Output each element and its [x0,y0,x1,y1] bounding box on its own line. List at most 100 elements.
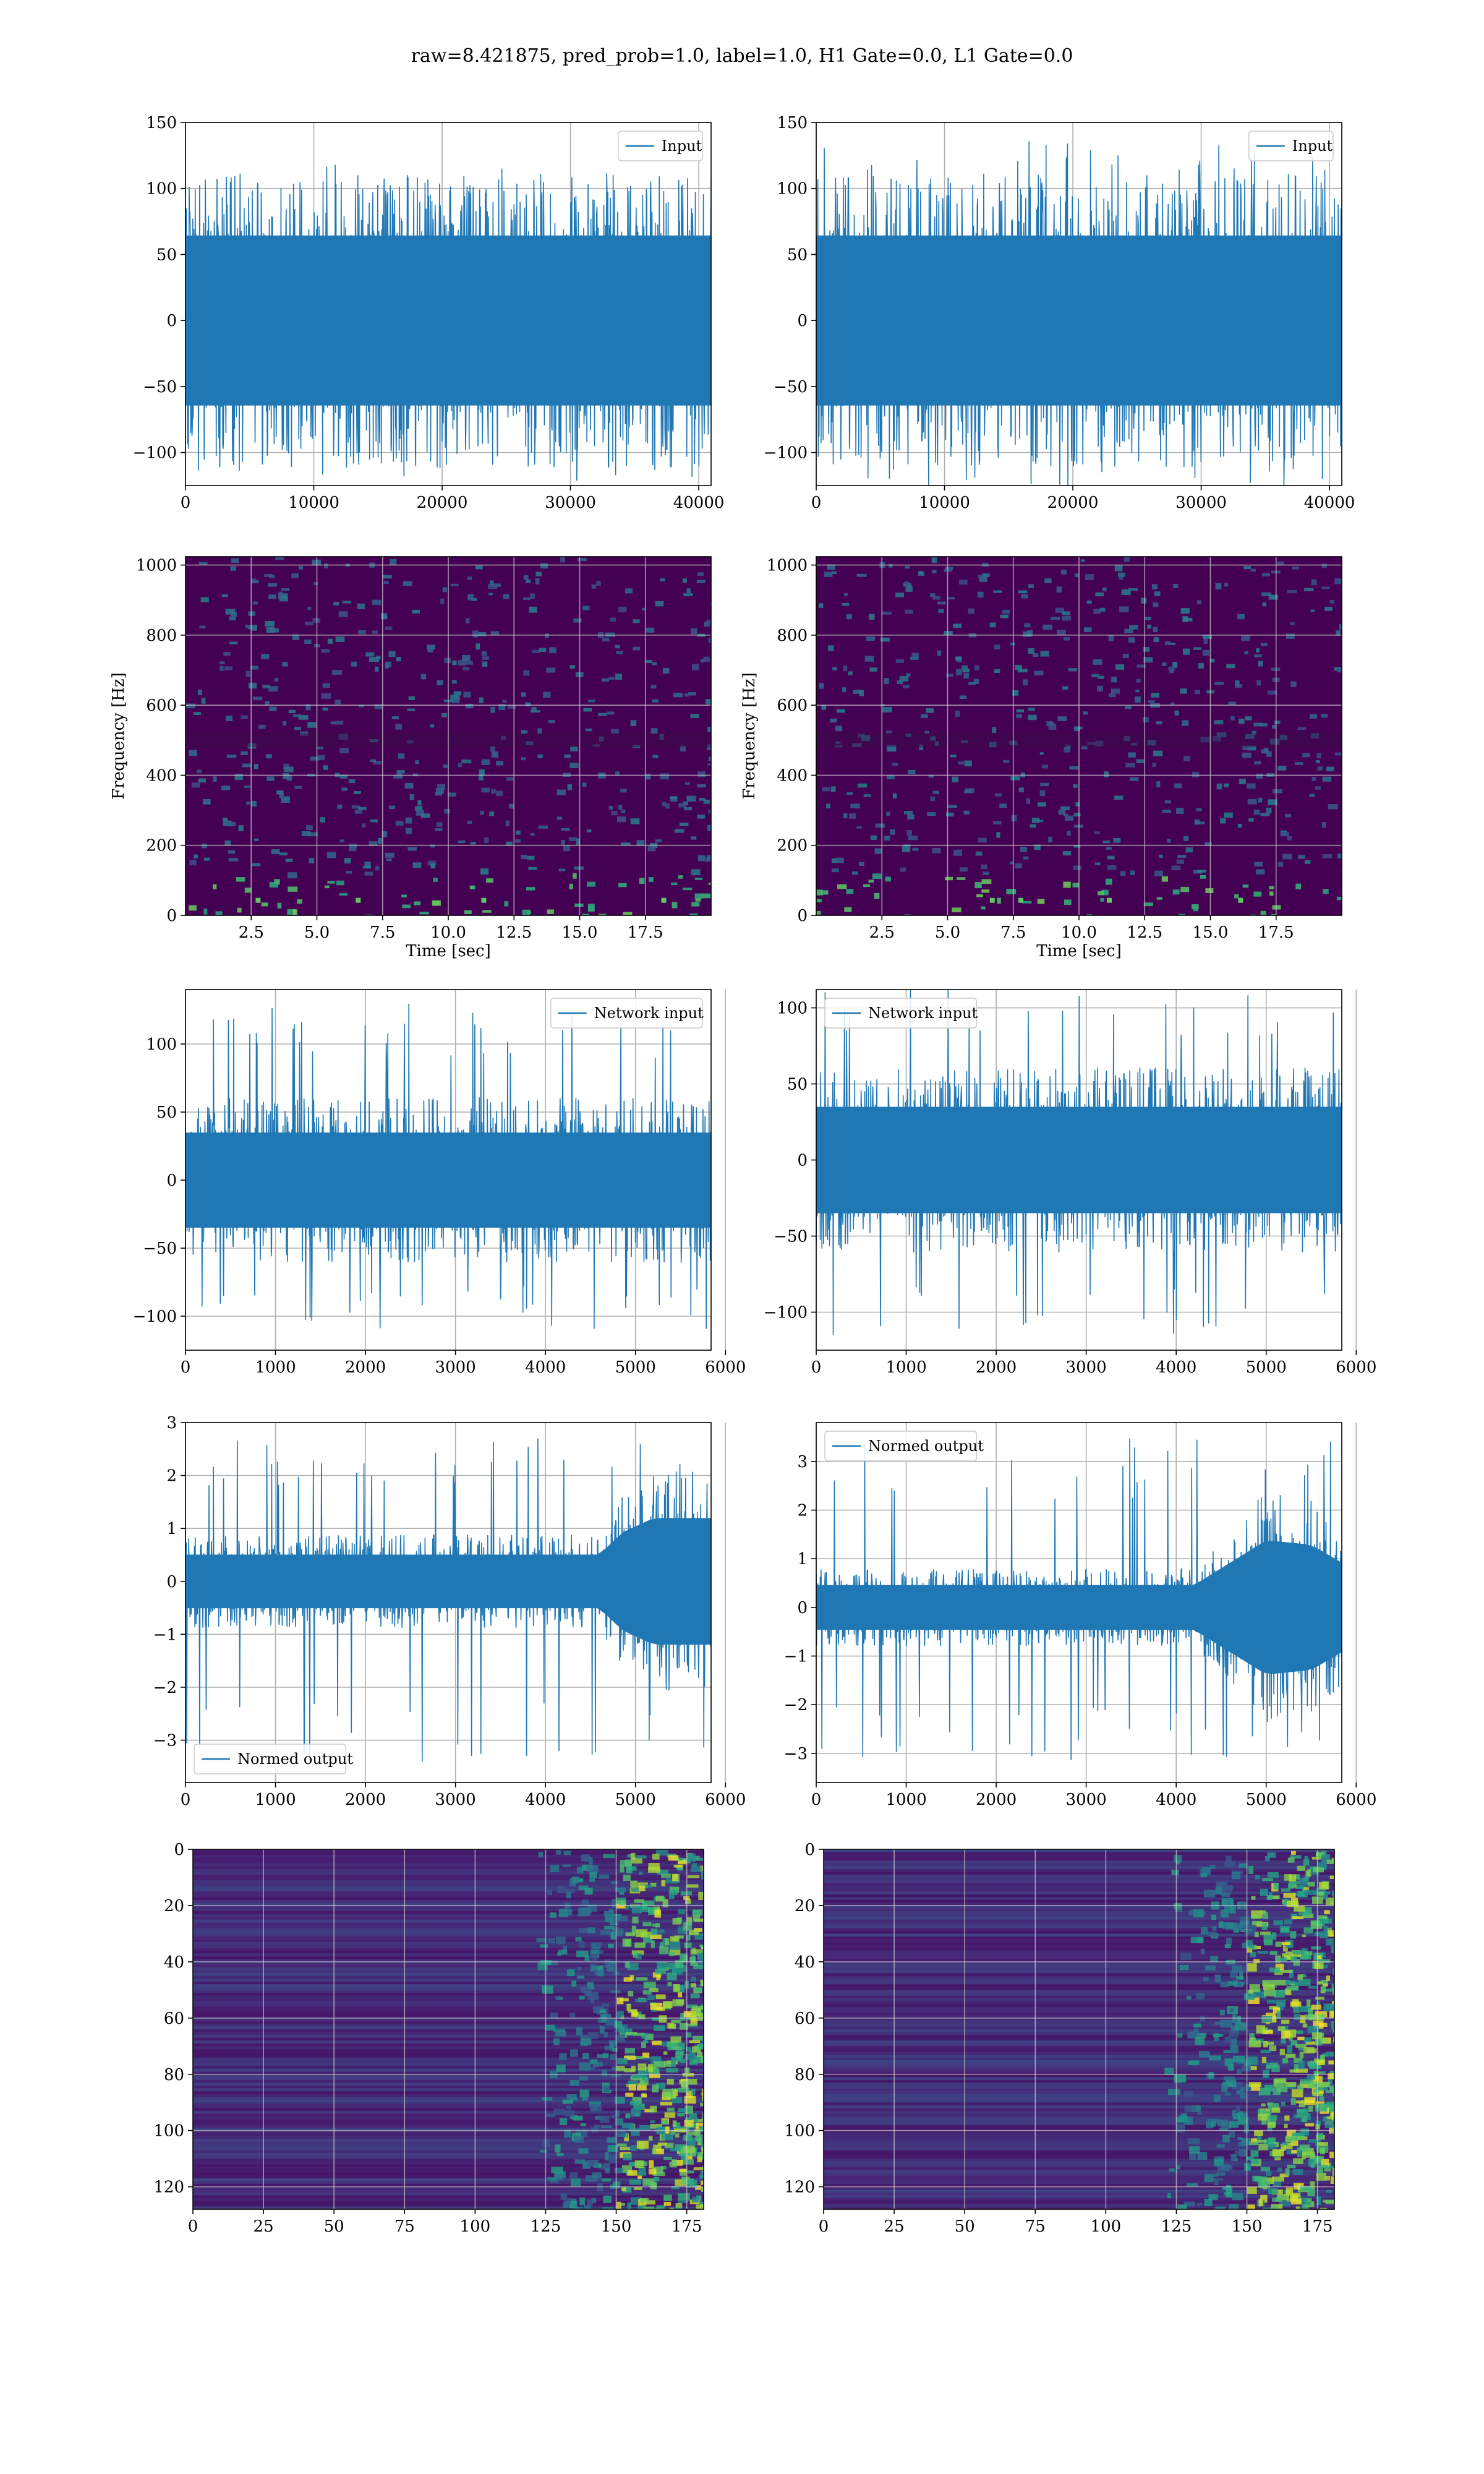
series-band [816,235,1342,406]
legend: Input [1248,131,1334,161]
tick-labels: 0 1000 2000 3000 4000 5000 6000 −100 −50 0 50 100 [764,999,1377,1377]
x-tick-label: 5.0 [304,923,330,942]
axes-frame [816,989,1342,1351]
y-tick-label: 150 [146,114,177,132]
x-tick-label: 4000 [1156,1791,1196,1809]
x-tick-label: 1000 [255,1358,296,1377]
panel-normed-output-h1: Normed output 0 1000 2000 3000 4000 5000 6000 −3… [153,1414,746,1809]
x-tick-label: 5000 [615,1791,656,1809]
x-tick-label: 7.5 [370,923,395,942]
x-tick-label: 175 [672,2217,702,2236]
tick-labels: 0 10000 20000 30000 40000 −100 −50 0 50 100 150 [764,114,1355,512]
y-tick-label: 120 [784,2178,815,2197]
x-tick-label: 2.5 [239,923,264,942]
legend: Normed output [194,1744,353,1774]
legend-label: Normed output [868,1437,984,1455]
x-tick-label: 6000 [1336,1358,1376,1377]
y-tick-label: 60 [164,2010,184,2028]
x-tick-label: 3000 [435,1791,476,1809]
x-tick-label: 2000 [345,1791,386,1809]
x-tick-label: 1000 [255,1791,296,1809]
x-tick-label: 0 [181,1358,191,1377]
y-tick-label: −50 [143,1239,177,1258]
x-tick-label: 0 [811,1791,822,1809]
y-tick-label: 1000 [767,557,808,575]
legend-box [824,1431,978,1462]
x-tick-label: 5000 [1246,1791,1287,1809]
y-tick-label: 800 [777,627,808,645]
y-tick-label: 50 [156,1103,177,1122]
x-axis-label: Time [sec] [406,942,491,961]
y-tick-label: 20 [164,1897,184,1915]
x-tick-label: 4000 [1156,1358,1196,1377]
x-tick-label: 10000 [288,494,339,512]
x-tick-label: 2.5 [869,923,895,942]
y-tick-label: 20 [795,1897,815,1915]
x-tick-label: 100 [460,2217,491,2236]
x-tick-label: 2000 [976,1358,1017,1377]
x-tick-label: 20000 [1047,494,1099,512]
y-tick-label: 600 [146,696,177,715]
x-tick-label: 5000 [615,1358,656,1377]
y-tick-label: −2 [784,1696,808,1714]
legend-box [550,998,703,1029]
x-tick-label: 3000 [435,1358,476,1377]
tick-labels: 2.5 5.0 7.5 10.0 12.5 15.0 17.5 0 200 400 600 800 10… [767,557,1294,942]
panel-input-h1: Input 0 10000 20000 30000 40000 −100 −50 0 50 100 1… [133,114,725,512]
x-tick-label: 0 [819,2217,829,2236]
y-tick-label: 150 [777,114,808,132]
grid-lines [816,557,1342,916]
x-tick-label: 10000 [919,494,970,512]
y-tick-label: −50 [774,1228,808,1246]
y-tick-label: 0 [166,907,177,925]
x-tick-label: 75 [1025,2217,1046,2236]
x-tick-label: 100 [1091,2217,1122,2236]
y-tick-label: 100 [146,1035,177,1054]
x-tick-label: 50 [324,2217,344,2236]
x-tick-label: 6000 [705,1791,746,1809]
y-tick-label: 2 [166,1467,177,1486]
legend-label: Input [662,137,702,155]
legend-box [1248,131,1334,161]
legend: Normed output [824,1431,984,1462]
y-tick-label: −2 [153,1679,177,1697]
y-tick-label: 100 [146,180,177,199]
tick-labels: 0 1000 2000 3000 4000 5000 6000 −3 −2 −1 0 1 2 3 [153,1414,746,1809]
x-tick-label: 17.5 [1258,923,1294,942]
x-tick-label: 0 [811,494,822,512]
legend-label: Network input [868,1004,978,1022]
x-tick-label: 4000 [525,1358,566,1377]
tick-labels: 0 25 50 75 100 125 150 175 0 20 40 60 80 100 120 [784,1841,1333,2236]
axes-frame [185,989,712,1351]
x-tick-label: 0 [181,494,191,512]
y-tick-label: −100 [764,444,808,463]
x-tick-label: 25 [254,2217,274,2236]
x-tick-label: 125 [1161,2217,1192,2236]
y-tick-label: −100 [764,1304,808,1322]
y-tick-label: 80 [795,2066,815,2084]
y-tick-label: 120 [153,2178,184,2197]
legend: Input [618,131,703,161]
x-tick-label: 4000 [525,1791,566,1809]
y-tick-label: 1 [166,1520,177,1538]
y-tick-label: 3 [166,1414,177,1432]
figure-suptitle: raw=8.421875, pred_prob=1.0, label=1.0, … [411,45,1073,67]
y-tick-label: 50 [787,246,808,264]
y-tick-label: −1 [784,1648,808,1666]
x-tick-label: 15.0 [1193,923,1229,942]
series-band [186,1132,711,1228]
x-tick-label: 125 [531,2217,561,2236]
panel-feature-map-l1: 0 25 50 75 100 125 150 175 0 20 40 60 80 100 120 [784,1841,1335,2236]
legend-box [824,998,978,1029]
x-tick-label: 17.5 [628,923,663,942]
y-tick-label: −50 [143,378,177,396]
x-tick-label: 12.5 [496,923,532,942]
x-tick-label: 40000 [673,494,725,512]
series-band [816,1541,1342,1674]
x-tick-label: 6000 [705,1358,746,1377]
axes-frame [192,1849,704,2210]
